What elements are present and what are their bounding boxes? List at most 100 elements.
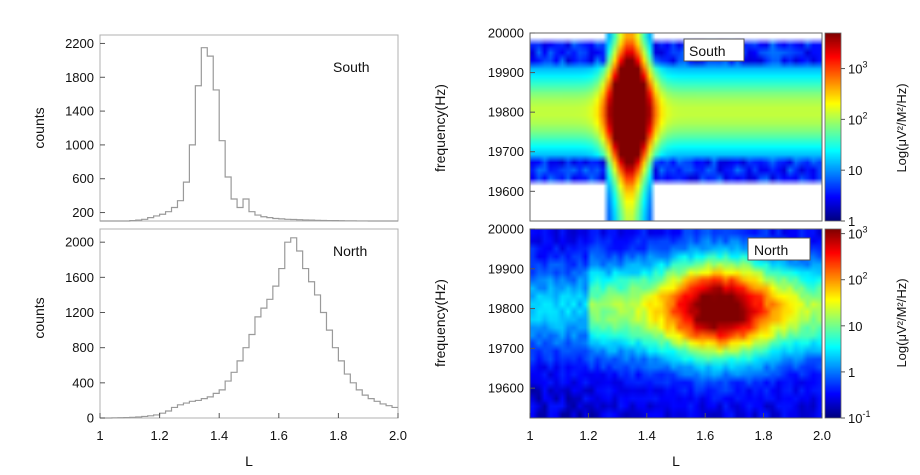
histogram-bin: [183, 403, 189, 418]
histogram-bin: [315, 220, 321, 221]
histogram-bin: [332, 348, 338, 418]
colorbar-tick-base: 10: [848, 62, 862, 77]
y-tick-label: 19600: [488, 184, 524, 199]
x-tick-label: 2.0: [813, 428, 831, 443]
colorbar-tick-base: 10: [848, 163, 862, 178]
histogram-bin: [207, 56, 213, 221]
y-tick-label: 2200: [65, 36, 94, 51]
colorbar-tick-label: 103: [848, 225, 867, 242]
histogram-bin: [249, 334, 255, 418]
histogram-bin: [207, 397, 213, 418]
histogram-bin: [279, 219, 285, 221]
y-tick-label: 19900: [488, 261, 524, 276]
histogram-bin: [166, 411, 172, 418]
x-tick-label: 1.2: [151, 428, 169, 443]
histogram-bin: [368, 399, 374, 418]
histogram-bin: [189, 401, 195, 418]
colorbar-tick-base: 1: [848, 214, 855, 229]
histogram-bin: [160, 214, 166, 221]
histogram-bin: [273, 286, 279, 418]
heatmap-south-colorbar-frame: [824, 32, 842, 222]
histogram-bin: [177, 201, 183, 221]
histogram-bin: [172, 207, 178, 221]
histogram-bin: [326, 330, 332, 418]
heatmap-north-y-axis-label: frequency(Hz): [432, 279, 448, 367]
x-tick-label: 1: [96, 428, 103, 443]
histogram-bin: [172, 407, 178, 418]
histogram-bin: [249, 212, 255, 221]
histogram-bin: [243, 348, 249, 418]
histogram-south-y-axis-label: counts: [31, 107, 47, 148]
colorbar-tick-exponent: -1: [862, 409, 870, 419]
histogram-bin: [315, 295, 321, 418]
colorbar-tick-exponent: 3: [862, 60, 867, 70]
histogram-bin: [303, 269, 309, 418]
colorbar-tick-base: 10: [848, 319, 862, 334]
y-tick-label: 19800: [488, 105, 524, 120]
histogram-bin: [344, 374, 350, 418]
histogram-bin: [380, 404, 386, 418]
colorbar-tick-base: 10: [848, 273, 862, 288]
histogram-bin: [243, 199, 249, 221]
histogram-north-y-ticks: 0 400 800 1200 1600 2000: [65, 235, 105, 426]
histogram-bin: [195, 86, 201, 221]
histogram-bin: [231, 372, 237, 418]
colorbar-tick-label: 10-1: [848, 409, 870, 426]
y-tick-label: 1000: [65, 137, 94, 152]
heatmap-north-label: North: [754, 242, 788, 258]
histogram-bin: [201, 48, 207, 221]
histogram-bin: [392, 407, 398, 418]
y-tick-label: 400: [72, 375, 94, 390]
heatmap-north-colorbar-frame: [824, 228, 842, 419]
histogram-bin: [219, 141, 225, 221]
colorbar-tick-label: 10: [848, 319, 862, 334]
histogram-bin: [386, 406, 392, 418]
histogram-bin: [225, 177, 231, 221]
histogram-bin: [213, 90, 219, 221]
histogram-bin: [297, 251, 303, 418]
histogram-bin: [237, 361, 243, 418]
y-tick-label: 800: [72, 340, 94, 355]
histogram-bin: [183, 182, 189, 221]
histogram-bin: [166, 212, 172, 221]
histogram-bin: [148, 416, 154, 418]
histogram-bin: [309, 220, 315, 221]
colorbar-tick-label: 102: [848, 110, 867, 127]
y-tick-label: 1800: [65, 70, 94, 85]
heatmap-south-y-ticks: 19600 19700 19800 19900 20000: [488, 26, 535, 199]
colorbar-tick-label: 103: [848, 60, 867, 77]
histogram-bin: [177, 405, 183, 418]
histogram-bin: [297, 220, 303, 221]
histogram-bin: [291, 219, 297, 221]
histogram-north-label: North: [333, 243, 367, 259]
histogram-bin: [267, 299, 273, 418]
heatmap-north-x-ticks: 1 1.2 1.4 1.6 1.8 2.0: [526, 413, 831, 443]
colorbar-tick-exponent: 2: [862, 271, 867, 281]
y-tick-label: 1200: [65, 305, 94, 320]
histogram-north-x-ticks: 1 1.2 1.4 1.6 1.8 2.0: [96, 413, 407, 443]
colorbar-tick-base: 10: [848, 227, 862, 242]
colorbar-tick-base: 10: [848, 112, 862, 127]
histogram-bin: [160, 413, 166, 418]
y-tick-label: 1400: [65, 104, 94, 119]
histogram-bin: [362, 395, 368, 418]
histogram-bin: [148, 218, 154, 221]
x-tick-label: 1.4: [638, 428, 656, 443]
y-tick-label: 19700: [488, 144, 524, 159]
histogram-bin: [213, 393, 219, 418]
colorbar-tick-label: 1: [848, 214, 855, 229]
histogram-bin: [267, 218, 273, 221]
colorbar-tick-base: 10: [848, 411, 862, 426]
histogram-bin: [374, 401, 380, 418]
heatmap-south-colorbar: [825, 33, 841, 221]
colorbar-tick-label: 102: [848, 271, 867, 288]
colorbar-tick-exponent: 3: [862, 225, 867, 235]
y-tick-label: 19600: [488, 381, 524, 396]
heatmap-south-frame: [529, 32, 823, 222]
colorbar-tick-base: 1: [848, 365, 855, 380]
heatmap-north-frame: [529, 228, 823, 419]
histogram-bin: [321, 220, 327, 221]
histogram-bin: [154, 216, 160, 221]
heatmap-north-panel: 19600 19700 19800 19900 20000 1 1.2 1.4 1.6 1.8 2…: [432, 222, 909, 470]
